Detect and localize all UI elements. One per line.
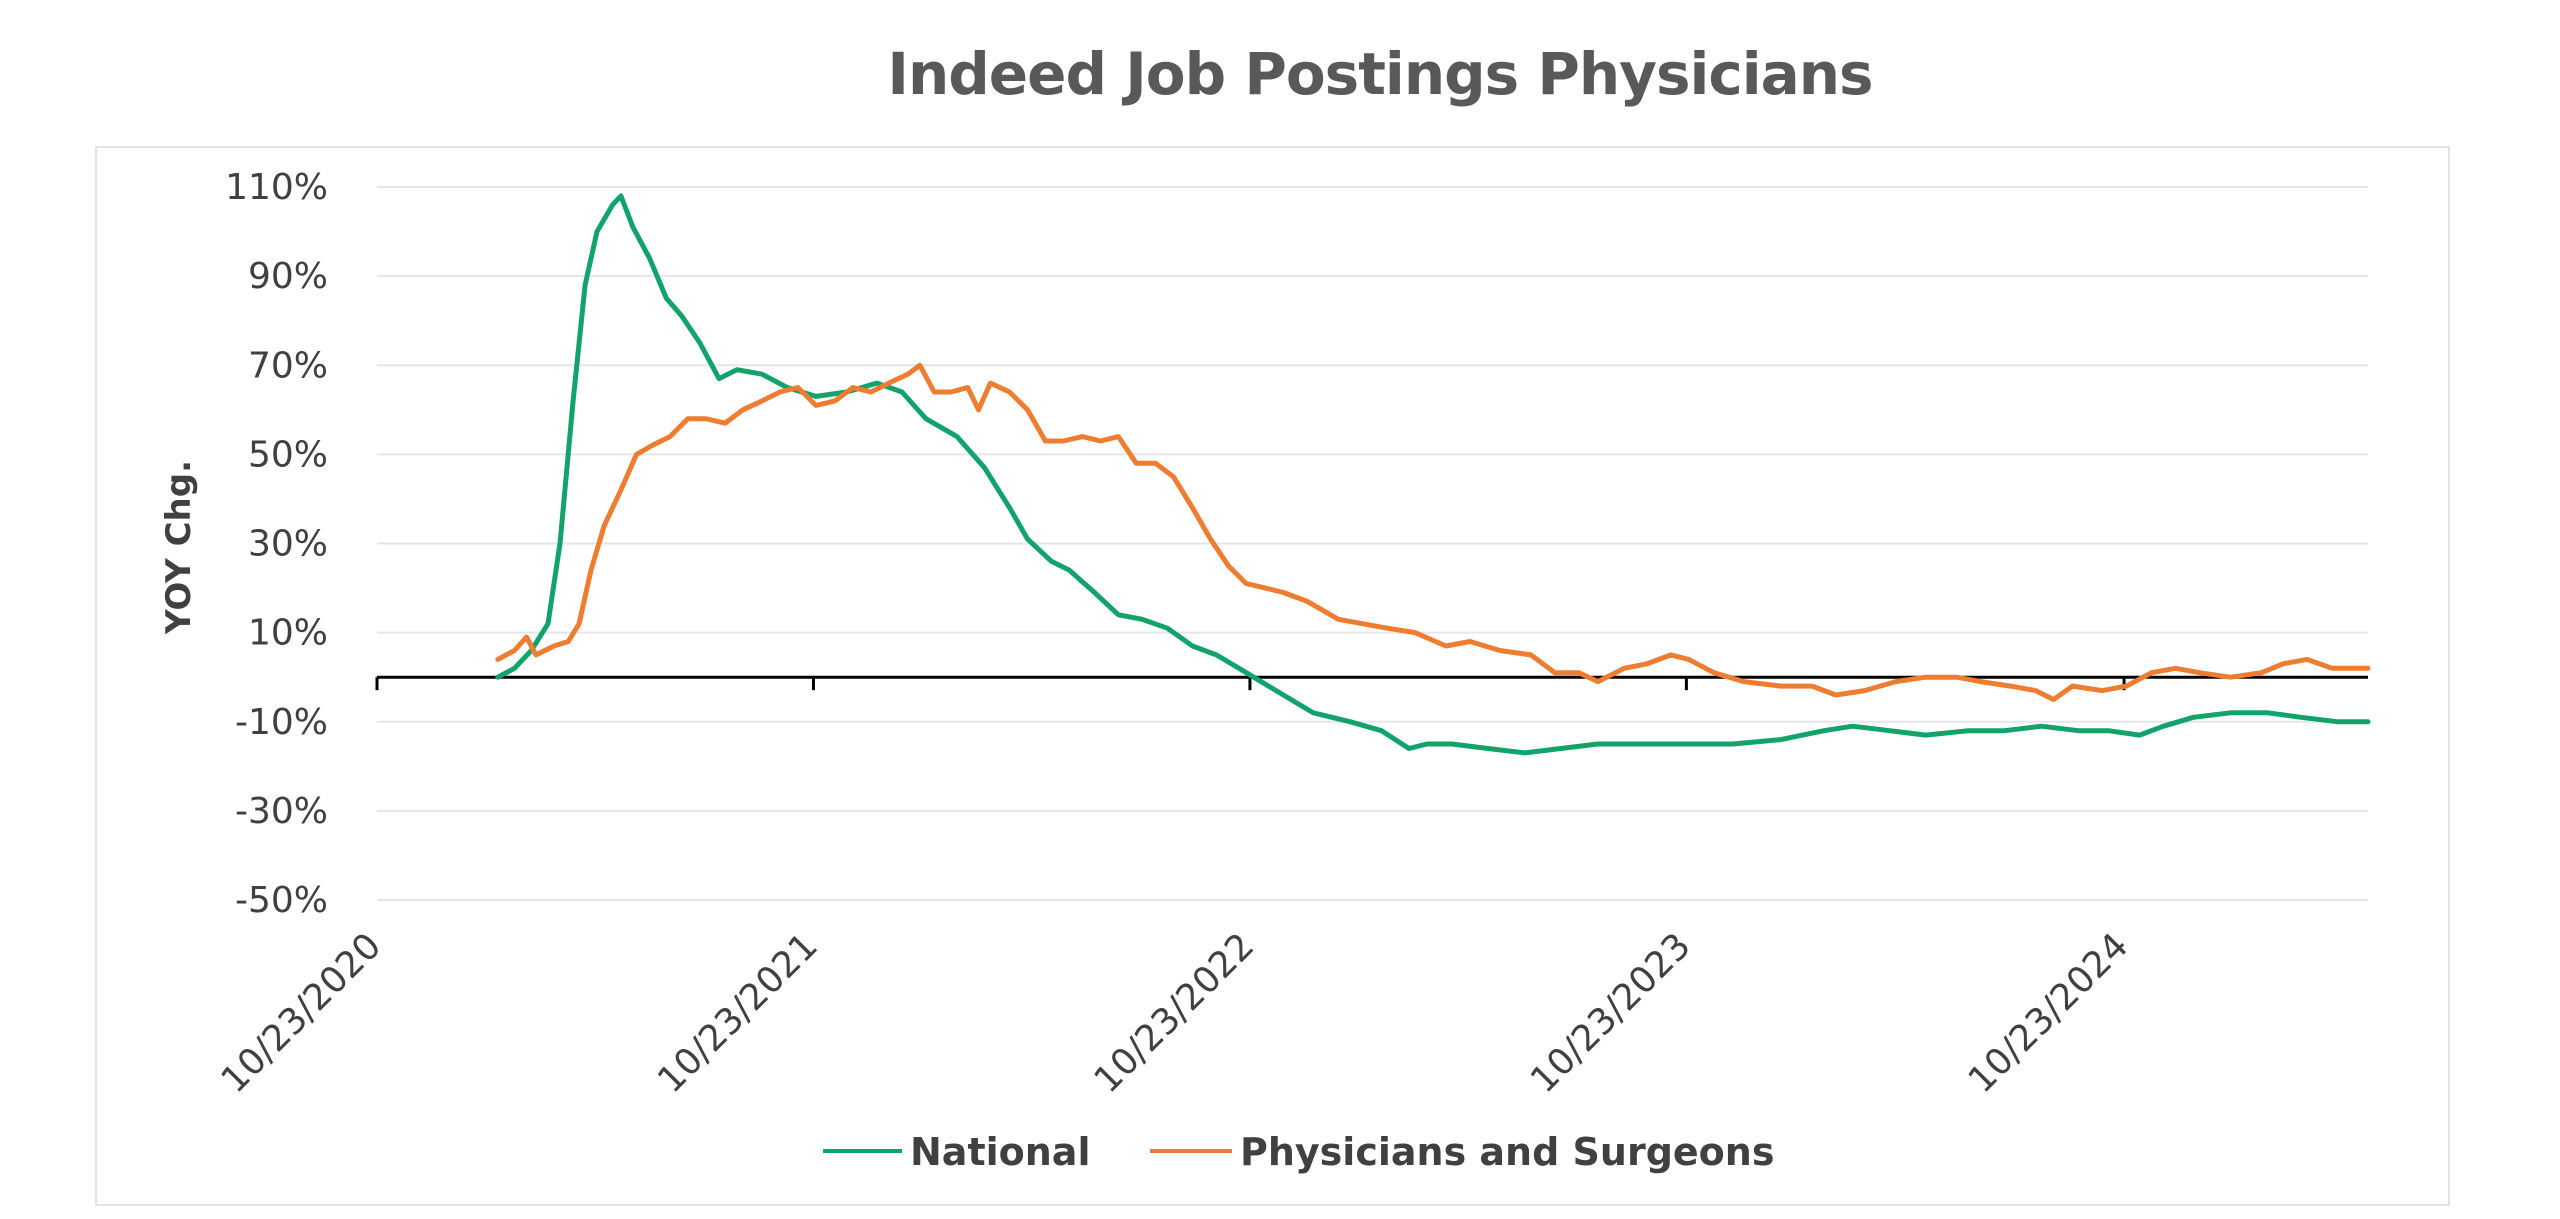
x-axis-tick-labels: 10/23/2020 10/23/2021 10/23/2022 10/23/2023… [214,925,2137,1101]
series-lines [495,193,2371,756]
plot-frame [95,146,2450,1206]
y-tick-label: 110% [225,167,328,208]
y-tick-label: 50% [248,434,328,475]
y-tick-label: -30% [235,791,328,832]
series-line-national [495,193,2371,756]
legend-national-label: National [910,1130,1090,1174]
y-axis-tick-labels: 110% 90% 70% 50% 30% 10% -10% -30% -50% [225,167,328,921]
chart-title: Indeed Job Postings Physicians [887,40,1873,108]
y-tick-label: -50% [235,880,328,921]
y-tick-label: 90% [248,256,328,297]
x-tick-label: 10/23/2020 [214,925,390,1101]
x-tick-label: 10/23/2021 [650,925,826,1101]
y-axis-title: YOY Chg. [159,460,199,635]
y-tick-label: -10% [235,702,328,743]
series-line-physicians-and-surgeons [495,362,2371,702]
legend: National Physicians and Surgeons [823,1130,1774,1174]
x-axis [375,675,2368,691]
y-tick-label: 70% [248,345,328,386]
x-tick-label: 10/23/2024 [1961,925,2137,1101]
legend-physicians-label: Physicians and Surgeons [1240,1130,1774,1174]
gridlines [377,186,2368,901]
x-tick-label: 10/23/2022 [1087,925,1263,1101]
y-tick-label: 30% [248,524,328,565]
y-tick-label: 10% [248,613,328,654]
x-tick-label: 10/23/2023 [1523,925,1699,1101]
